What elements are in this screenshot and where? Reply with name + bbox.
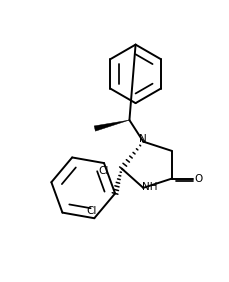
Text: Cl: Cl xyxy=(86,206,96,215)
Text: Cl: Cl xyxy=(98,166,109,176)
Text: N: N xyxy=(139,134,147,144)
Text: NH: NH xyxy=(142,182,157,192)
Polygon shape xyxy=(94,120,129,131)
Text: O: O xyxy=(194,174,202,184)
